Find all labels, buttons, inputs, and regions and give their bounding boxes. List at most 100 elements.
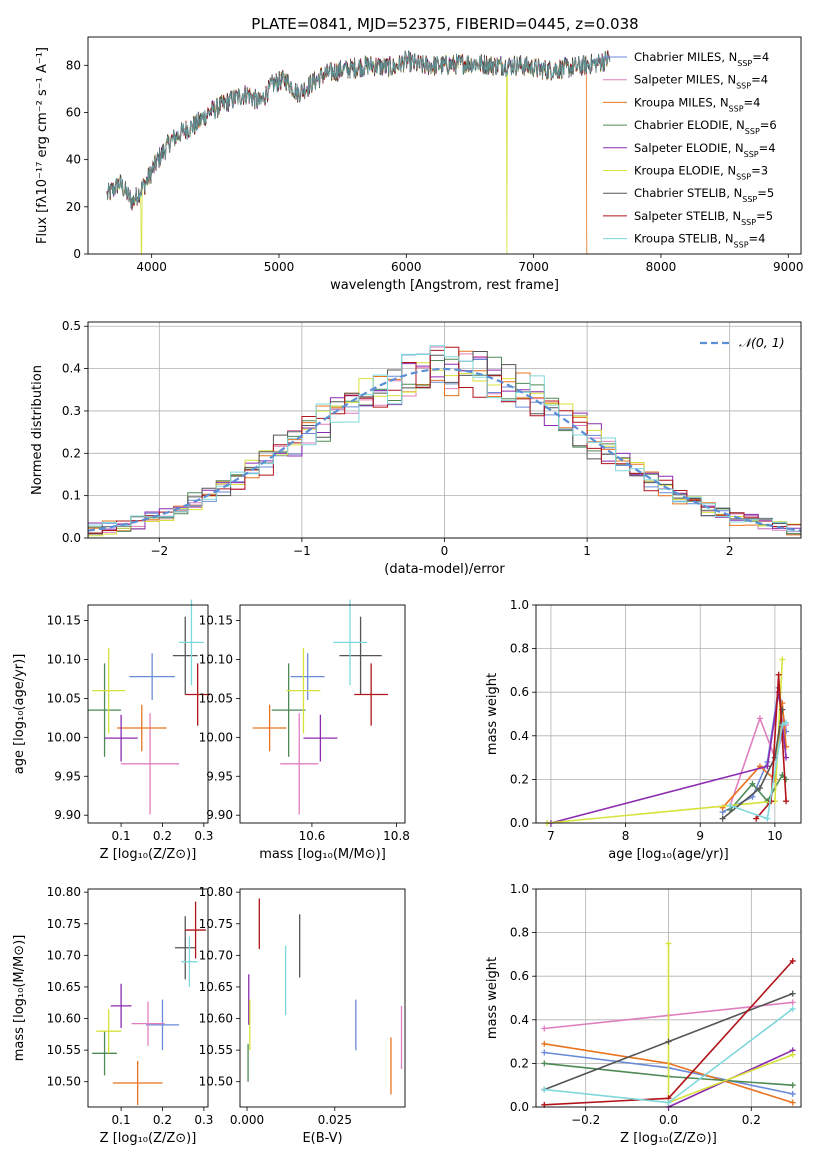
x-axis-label: Z [log₁₀(Z/Z⊙)] bbox=[620, 1131, 717, 1146]
y-tick-label: 10.05 bbox=[199, 691, 233, 705]
marker-kroupa-elodie bbox=[779, 656, 786, 663]
x-axis-label: mass [log₁₀(M/M⊙)] bbox=[259, 847, 386, 862]
marker-kroupa-miles bbox=[789, 1099, 796, 1106]
x-tick-label: 10.8 bbox=[383, 829, 410, 843]
y-axis-label: Normed distribution bbox=[30, 365, 45, 495]
x-tick-label: 10.6 bbox=[299, 829, 326, 843]
x-tick-label: −0.2 bbox=[571, 1113, 600, 1127]
x-tick-label: 8000 bbox=[646, 260, 677, 274]
y-tick-label: 10.50 bbox=[199, 1075, 233, 1089]
y-tick-label: 1.0 bbox=[510, 598, 529, 612]
y-tick-label: 10.15 bbox=[47, 614, 81, 628]
marker-salpeter-miles bbox=[756, 715, 763, 722]
x-tick-label: −2 bbox=[150, 544, 168, 558]
y-tick-label: 10.60 bbox=[199, 1012, 233, 1026]
figure-title: PLATE=0841, MJD=52375, FIBERID=0445, z=0… bbox=[251, 15, 638, 33]
marker-chabrier-miles bbox=[541, 1049, 548, 1056]
x-tick-label: 0.025 bbox=[318, 1113, 352, 1127]
x-tick-label: 2 bbox=[726, 544, 734, 558]
x-axis-label: E(B-V) bbox=[302, 1131, 342, 1146]
y-tick-label: 10.75 bbox=[47, 917, 81, 931]
y-axis-label: mass weight bbox=[485, 957, 500, 1039]
x-axis-label: Z [log₁₀(Z/Z⊙)] bbox=[100, 1131, 197, 1146]
y-tick-label: 0.0 bbox=[510, 1100, 529, 1114]
marker-salpeter-stelib bbox=[783, 798, 790, 805]
y-tick-label: 0.0 bbox=[510, 816, 529, 830]
legend-label-chabrier-miles: Chabrier MILES, NSSP=4 bbox=[634, 50, 769, 68]
marker-chabrier-elodie bbox=[749, 780, 756, 787]
x-tick-label: 0.2 bbox=[153, 1113, 172, 1127]
y-tick-label: 10.80 bbox=[199, 885, 233, 899]
legend-label-chabrier-elodie: Chabrier ELODIE, NSSP=6 bbox=[634, 118, 777, 136]
y-tick-label: 0.3 bbox=[62, 404, 81, 418]
spectrum-legend: Chabrier MILES, NSSP=4 Salpeter MILES, NS… bbox=[603, 50, 777, 249]
axes-frame bbox=[239, 604, 406, 824]
x-tick-label: −1 bbox=[293, 544, 311, 558]
marker-salpeter-elodie bbox=[764, 763, 771, 770]
legend-label-salpeter-miles: Salpeter MILES, NSSP=4 bbox=[634, 73, 768, 91]
y-axis-label: mass [log₁₀(M/M⊙)] bbox=[12, 935, 27, 1062]
y-tick-label: 0.2 bbox=[510, 1056, 529, 1070]
y-tick-label: 0.4 bbox=[510, 1013, 529, 1027]
y-tick-label: 10.15 bbox=[199, 614, 233, 628]
axes-frame bbox=[535, 888, 802, 1108]
marker-kroupa-stelib bbox=[779, 721, 786, 728]
age-vs-metallicity-panel: 0.1 0.2 0.3 9.90 9.95 10.00 10.05 10.10 10.15 Z [… bbox=[12, 599, 213, 862]
y-tick-label: 10.00 bbox=[47, 730, 81, 744]
y-tick-label: 60 bbox=[66, 105, 81, 119]
age-vs-mass-panel: 10.6 10.8 9.90 9.95 10.00 10.05 10.10 10.15 mass… bbox=[199, 599, 410, 862]
x-tick-label: 7 bbox=[547, 829, 555, 843]
marker-chabrier-stelib bbox=[719, 815, 726, 822]
legend-label-kroupa-stelib: Kroupa STELIB, NSSP=4 bbox=[634, 232, 765, 250]
x-tick-label: 10 bbox=[767, 829, 782, 843]
x-tick-label: 0 bbox=[441, 544, 449, 558]
y-tick-label: 0.1 bbox=[62, 489, 81, 503]
marker-kroupa-stelib bbox=[789, 1005, 796, 1012]
series-chabrier-stelib bbox=[722, 709, 784, 820]
x-tick-label: 7000 bbox=[518, 260, 549, 274]
x-tick-label: 1 bbox=[583, 544, 591, 558]
marker-kroupa-stelib bbox=[665, 1099, 672, 1106]
mass-weight-vs-age-panel: 7 8 9 10 0.0 0.2 0.4 0.6 0.8 1.0 age [log₁₀(age/yr… bbox=[485, 598, 802, 862]
histogram-steps bbox=[88, 345, 801, 537]
marker-chabrier-elodie bbox=[541, 1060, 548, 1067]
y-tick-label: 10.70 bbox=[199, 948, 233, 962]
axes-frame bbox=[87, 36, 802, 255]
axes-frame bbox=[535, 604, 802, 824]
residual-histogram-panel: −2 −1 0 1 2 0.0 0.1 0.2 0.3 0.4 0.5 (data-model)/er… bbox=[30, 319, 802, 577]
marker-salpeter-miles bbox=[541, 1025, 548, 1032]
marker-salpeter-stelib bbox=[789, 957, 796, 964]
x-tick-label: 8 bbox=[622, 829, 630, 843]
marker-kroupa-stelib bbox=[727, 802, 734, 809]
legend-label-chabrier-stelib: Chabrier STELIB, NSSP=5 bbox=[634, 186, 774, 204]
y-tick-label: 0.8 bbox=[510, 642, 529, 656]
y-tick-label: 0.2 bbox=[62, 446, 81, 460]
y-tick-label: 0.4 bbox=[510, 729, 529, 743]
y-tick-label: 40 bbox=[66, 153, 81, 167]
model-spectrum-kroupa-elodie bbox=[106, 51, 611, 254]
y-tick-label: 0.4 bbox=[62, 362, 81, 376]
x-tick-label: 0.1 bbox=[112, 829, 131, 843]
y-tick-label: 10.55 bbox=[47, 1043, 81, 1057]
marker-salpeter-stelib bbox=[753, 815, 760, 822]
y-tick-label: 1.0 bbox=[510, 882, 529, 896]
marker-kroupa-elodie bbox=[665, 940, 672, 947]
marker-chabrier-stelib bbox=[665, 1038, 672, 1045]
legend-label-normal: 𝒩(0, 1) bbox=[739, 335, 785, 350]
y-tick-label: 10.60 bbox=[47, 1012, 81, 1026]
y-tick-label: 10.05 bbox=[47, 691, 81, 705]
x-tick-label: 9 bbox=[696, 829, 704, 843]
x-tick-label: 0.000 bbox=[230, 1113, 264, 1127]
legend-label-kroupa-elodie: Kroupa ELODIE, NSSP=3 bbox=[634, 164, 768, 182]
observed-spectrum-line bbox=[106, 50, 611, 211]
y-axis-label: Flux [fλ10⁻¹⁷ erg cm⁻² s⁻¹ A⁻¹] bbox=[35, 47, 50, 244]
marker-chabrier-stelib bbox=[756, 785, 763, 792]
model-spectrum-kroupa-miles bbox=[106, 51, 610, 254]
axes-frame bbox=[87, 604, 209, 824]
y-tick-label: 0.6 bbox=[510, 969, 529, 983]
series-salpeter-stelib bbox=[755, 674, 787, 820]
x-tick-label: 5000 bbox=[264, 260, 295, 274]
marker-kroupa-elodie bbox=[789, 1051, 796, 1058]
x-tick-label: 9000 bbox=[773, 260, 804, 274]
marker-kroupa-stelib bbox=[783, 719, 790, 726]
